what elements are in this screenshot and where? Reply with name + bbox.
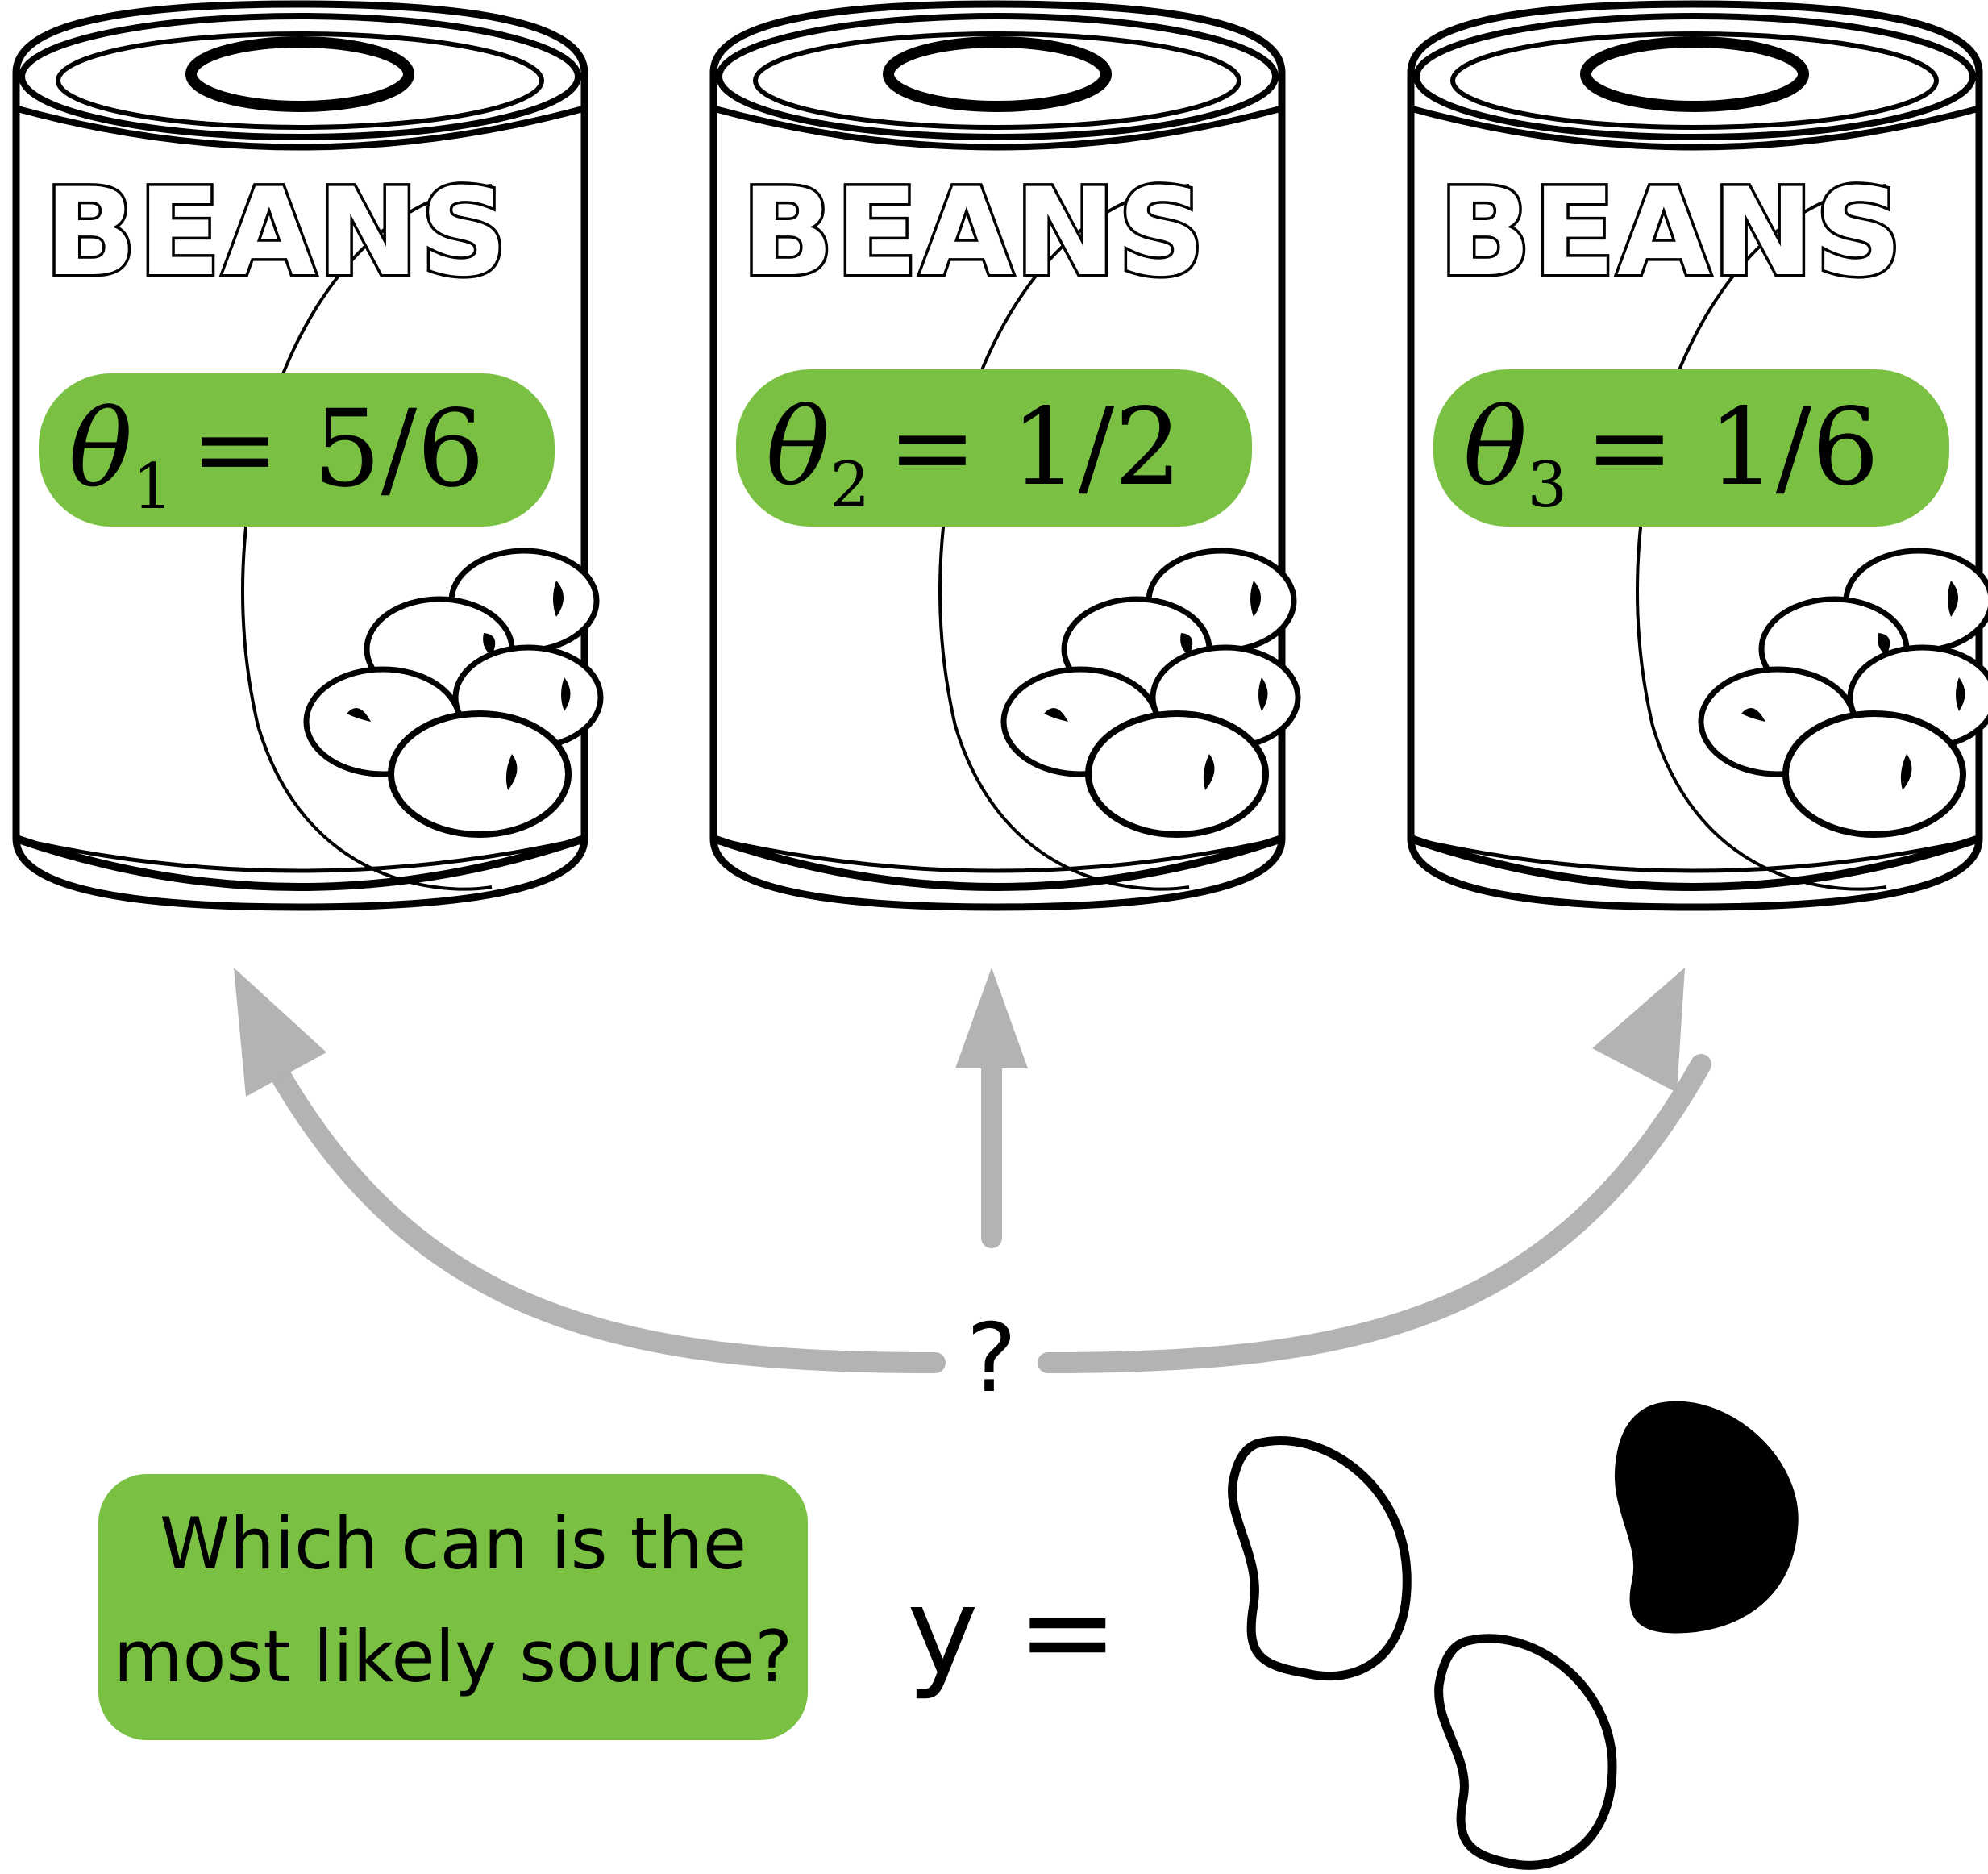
- arrow-icon: [1038, 1054, 1711, 1373]
- question-line-2: most likely source?: [114, 1615, 792, 1698]
- can-brand-label: BEANS: [1439, 163, 1903, 303]
- arrow-head-left: [234, 968, 326, 1097]
- bean-icon: [1228, 1436, 1412, 1680]
- theta-label: θ1 = 5/6: [69, 387, 485, 523]
- bean-icon: [1434, 1634, 1617, 1870]
- theta-label-badge: [736, 369, 1252, 527]
- can-3: BEANS θ3 = 1/6: [1407, 0, 1988, 911]
- theta-label-badge: [39, 373, 555, 527]
- can-brand-label: BEANS: [44, 163, 509, 303]
- theta-label: θ3 = 1/6: [1463, 385, 1879, 522]
- can-brand-label: BEANS: [742, 163, 1206, 303]
- arrow-head-middle: [955, 968, 1028, 1068]
- arrows: [234, 968, 1711, 1373]
- can-1: BEANS θ1 = 5/6: [12, 0, 601, 911]
- bean-icon: [1615, 1401, 1799, 1634]
- question-box: [98, 1474, 808, 1740]
- theta-label-badge: [1433, 369, 1949, 527]
- can-2: BEANS θ2 = 1/2: [709, 0, 1298, 911]
- arrow-head-right: [1592, 968, 1685, 1093]
- arrow-icon: [264, 1054, 946, 1373]
- question-line-1: Which can is the: [160, 1502, 747, 1585]
- question-mark: ?: [967, 1302, 1017, 1414]
- theta-label: θ2 = 1/2: [766, 385, 1182, 522]
- observed-beans: [1228, 1401, 1799, 1870]
- observation-label: y =: [907, 1562, 1118, 1702]
